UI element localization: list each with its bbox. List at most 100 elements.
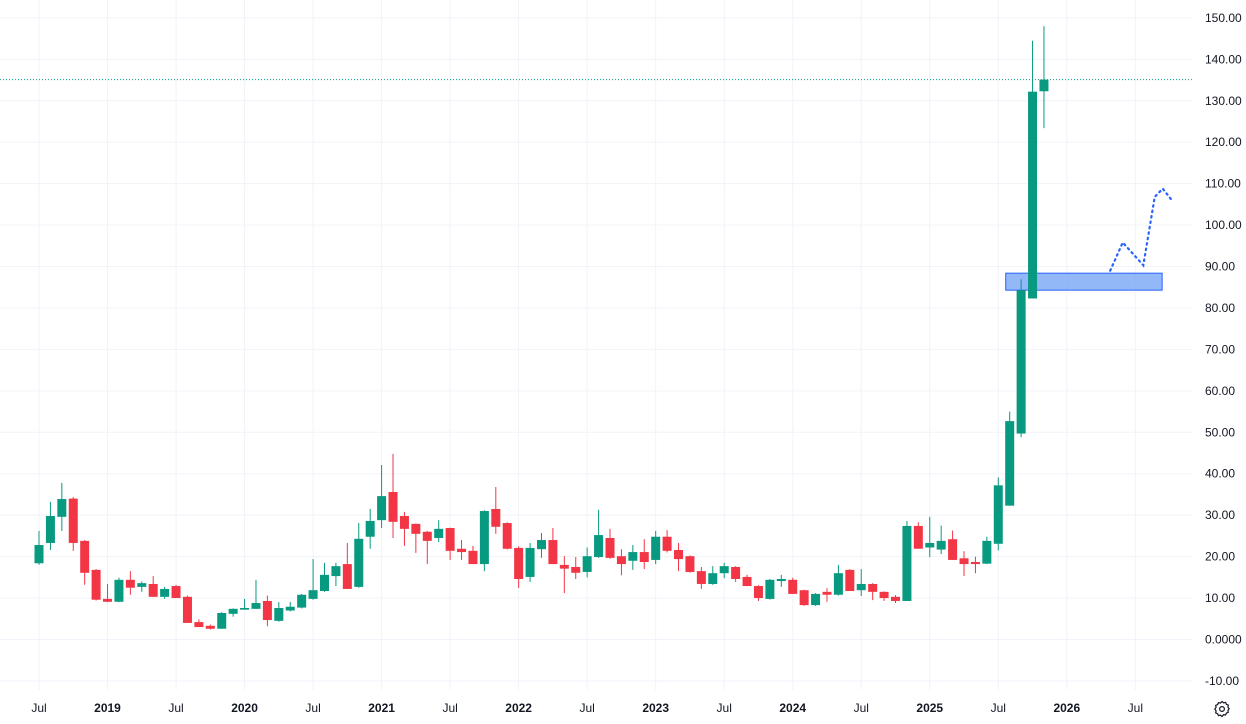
candle-body xyxy=(594,535,604,558)
candle-body xyxy=(639,552,649,563)
candle-body xyxy=(662,536,672,551)
candle xyxy=(502,522,512,550)
candle xyxy=(765,578,775,600)
candle xyxy=(57,482,67,531)
candle-body xyxy=(445,528,455,551)
candle-body xyxy=(194,622,204,628)
candle xyxy=(274,602,284,622)
candle xyxy=(628,545,638,570)
candle-body xyxy=(536,540,546,550)
candle-body xyxy=(182,596,192,623)
candle-body xyxy=(217,612,227,629)
candle xyxy=(354,523,364,588)
candle xyxy=(285,601,295,612)
candle xyxy=(1039,26,1049,129)
candle-body xyxy=(993,485,1003,544)
x-tick-label: 2021 xyxy=(368,701,395,715)
candle-body xyxy=(80,540,90,573)
candle xyxy=(845,569,855,592)
candle xyxy=(103,583,113,603)
candle-body xyxy=(753,586,763,599)
y-tick-label: 130.00 xyxy=(1205,94,1242,108)
candle xyxy=(422,530,432,565)
y-tick-label: 140.00 xyxy=(1205,52,1242,66)
candle xyxy=(582,547,592,578)
candle xyxy=(137,581,147,592)
candle-body xyxy=(377,496,387,521)
candle xyxy=(479,510,489,572)
candle xyxy=(708,566,718,585)
candle-body xyxy=(970,562,980,565)
y-tick-label: 80.00 xyxy=(1205,301,1235,315)
candle-body xyxy=(262,600,272,621)
candle-body xyxy=(605,537,615,558)
candle-body xyxy=(1039,79,1049,92)
candle xyxy=(719,562,729,579)
candle-body xyxy=(411,523,421,534)
chart-settings-button[interactable] xyxy=(1212,699,1232,719)
candle xyxy=(91,569,101,601)
candle xyxy=(811,593,821,606)
x-tick-label: 2019 xyxy=(94,701,121,715)
time-axis[interactable]: Jul 2019 Jul 2020 Jul 2021 Jul 2022 Jul 2023 Jul 20… xyxy=(31,701,1143,715)
y-tick-label: 90.00 xyxy=(1205,260,1235,274)
candle-body xyxy=(331,566,341,577)
x-tick-label: 2026 xyxy=(1053,701,1080,715)
candle xyxy=(594,509,604,558)
candle-body xyxy=(285,606,295,611)
candle-body xyxy=(205,625,215,629)
candle xyxy=(182,595,192,623)
y-tick-label: 70.00 xyxy=(1205,342,1235,356)
overlays xyxy=(0,79,1192,272)
candle xyxy=(833,564,843,596)
candle-body xyxy=(342,564,352,589)
candle-body xyxy=(776,578,786,582)
support-zone[interactable] xyxy=(1005,272,1163,291)
candle-body xyxy=(788,579,798,594)
candle-body xyxy=(765,579,775,599)
candle-body xyxy=(879,591,889,599)
candle-body xyxy=(628,552,638,561)
candle-body xyxy=(856,583,866,591)
x-tick-label: 2023 xyxy=(642,701,669,715)
candle xyxy=(1005,411,1015,506)
candle xyxy=(457,540,467,560)
candle-body xyxy=(845,569,855,592)
candle-body xyxy=(674,549,684,560)
candle-body xyxy=(742,576,752,587)
y-tick-label: 40.00 xyxy=(1205,467,1235,481)
candle-body xyxy=(137,583,147,587)
candle-body xyxy=(91,569,101,600)
candle-body xyxy=(125,579,135,588)
candle xyxy=(34,530,44,565)
candle-body xyxy=(948,539,958,560)
candle xyxy=(160,586,170,599)
candle-body xyxy=(171,586,181,599)
candle xyxy=(217,612,227,629)
y-tick-label: 20.00 xyxy=(1205,550,1235,564)
candle xyxy=(262,595,272,627)
candle-body xyxy=(399,516,409,529)
candle xyxy=(1028,40,1038,299)
candle xyxy=(902,520,912,601)
price-axis[interactable]: 150.00 140.00 130.00 120.00 110.00 100.00 90.0… xyxy=(1205,11,1242,688)
candle-body xyxy=(297,594,307,608)
candle-body xyxy=(34,545,44,564)
x-tick-label: 2022 xyxy=(505,701,532,715)
projection-path xyxy=(1109,186,1173,272)
candle xyxy=(228,608,238,617)
candle-body xyxy=(616,556,626,565)
candle xyxy=(959,551,969,577)
candle xyxy=(559,556,569,594)
candle-body xyxy=(514,547,524,579)
candle xyxy=(993,477,1003,551)
candle xyxy=(68,496,78,551)
x-tick-label: Jul xyxy=(991,701,1006,715)
candle-body xyxy=(1016,290,1026,434)
candle xyxy=(662,530,672,553)
candle-body xyxy=(913,525,923,549)
candle xyxy=(948,530,958,560)
candle xyxy=(685,555,695,573)
candle-body xyxy=(274,608,284,621)
